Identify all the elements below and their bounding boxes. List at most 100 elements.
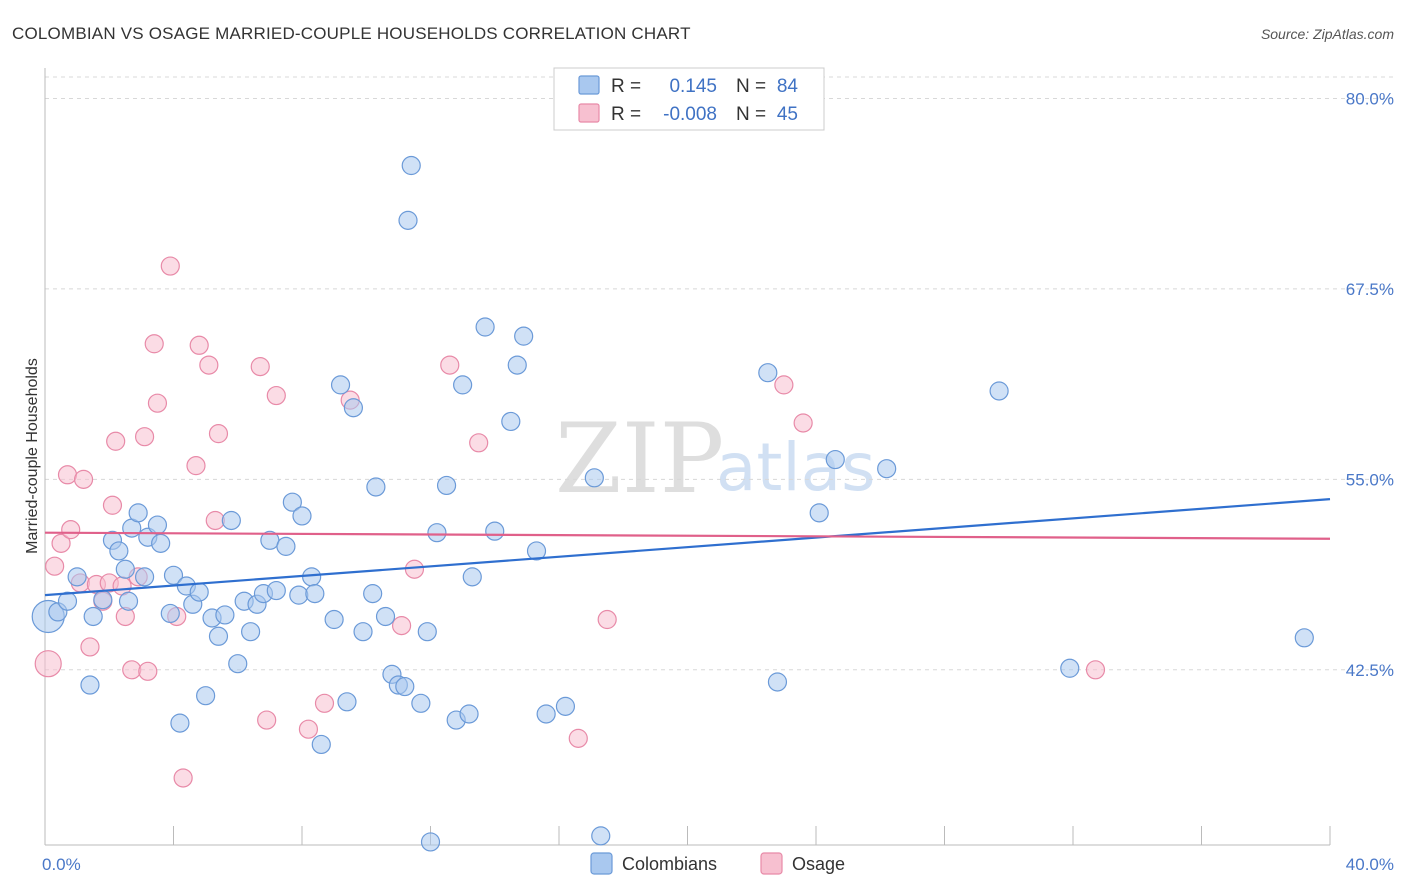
colombians-point xyxy=(1060,658,1080,678)
osage-point xyxy=(568,728,588,748)
watermark-zip: ZIP xyxy=(555,403,724,515)
colombians-point xyxy=(758,363,778,383)
y-tick-label: 55.0% xyxy=(1346,470,1394,489)
osage-point xyxy=(134,427,155,447)
colombians-point xyxy=(398,210,418,230)
osage-point xyxy=(250,357,270,377)
series-legend-swatch-osage xyxy=(760,852,783,875)
osage-point xyxy=(189,335,209,355)
colombians-point xyxy=(366,477,386,497)
colombians-point xyxy=(767,672,788,692)
colombians-point xyxy=(196,686,216,706)
colombians-point xyxy=(324,609,344,630)
osage-points xyxy=(34,256,1106,788)
colombians-point xyxy=(221,510,241,531)
colombians-point xyxy=(147,515,168,535)
colombians-point xyxy=(115,559,135,579)
osage-point xyxy=(266,385,286,406)
colombians-point xyxy=(160,603,180,624)
colombians-point xyxy=(305,584,325,604)
stats-legend: R = 0.145 N = 84 R = -0.008 N = 45 xyxy=(553,67,825,131)
colombians-point xyxy=(208,626,229,646)
colombians-point xyxy=(292,506,312,526)
colombians-point xyxy=(877,459,897,479)
colombians-point xyxy=(401,155,421,176)
trend-lines xyxy=(44,498,1331,597)
colombians-point xyxy=(989,381,1009,401)
colombians-point xyxy=(501,411,521,432)
colombians-point xyxy=(189,582,209,602)
series-legend-swatch-colombians xyxy=(590,852,613,875)
watermark: ZIP atlas xyxy=(555,403,876,515)
colombians-point xyxy=(266,580,286,601)
osage-point xyxy=(138,661,158,681)
colombians-point xyxy=(353,622,373,642)
colombians-point xyxy=(215,605,235,625)
osage-point xyxy=(208,424,229,444)
colombians-point xyxy=(526,541,547,561)
colombians-points xyxy=(31,155,1314,852)
series-legend: Colombians Osage xyxy=(590,852,845,875)
colombians-point xyxy=(485,521,505,541)
osage-point xyxy=(57,465,78,485)
osage-point xyxy=(106,431,126,451)
osage-point xyxy=(391,616,412,636)
colombians-point xyxy=(57,591,78,611)
colombians-point xyxy=(395,676,415,697)
legend-swatch-pink xyxy=(578,103,600,123)
colombians-point xyxy=(134,567,155,587)
colombians-point xyxy=(93,590,113,610)
colombians-point xyxy=(475,317,495,337)
osage-point xyxy=(314,693,335,713)
colombians-point xyxy=(241,622,261,642)
colombians-trend-line xyxy=(44,498,1331,597)
colombians-point xyxy=(825,449,845,470)
colombians-point xyxy=(311,734,331,755)
osage-point xyxy=(144,334,164,354)
colombians-point xyxy=(417,622,437,642)
osage-point xyxy=(199,355,219,375)
colombians-point xyxy=(459,704,479,724)
y-tick-labels: 80.0% 67.5% 55.0% 42.5% xyxy=(1346,89,1394,679)
series-legend-label-colombians: Colombians xyxy=(622,854,717,874)
x-tick-label: 40.0% xyxy=(1346,855,1394,874)
y-axis-label: Married-couple Households xyxy=(24,358,41,554)
osage-point xyxy=(404,559,425,579)
osage-point xyxy=(469,433,489,453)
colombians-point xyxy=(420,832,441,852)
colombians-point xyxy=(411,693,431,713)
watermark-atlas: atlas xyxy=(716,429,876,506)
legend-n-value-blue: 84 xyxy=(777,76,799,97)
colombians-point xyxy=(809,503,829,523)
colombians-point xyxy=(427,523,447,543)
colombians-point xyxy=(163,565,184,585)
colombians-point xyxy=(170,713,190,733)
colombians-point xyxy=(151,533,171,553)
colombians-point xyxy=(118,591,139,611)
y-tick-label: 67.5% xyxy=(1346,280,1394,299)
colombians-point xyxy=(83,606,103,627)
colombians-point xyxy=(363,584,383,604)
osage-point xyxy=(51,533,71,553)
legend-n-label-pink: N = xyxy=(736,104,766,125)
osage-point xyxy=(793,413,813,433)
colombians-point xyxy=(375,606,396,627)
series-legend-label-osage: Osage xyxy=(792,854,845,874)
colombians-point xyxy=(453,375,473,395)
colombians-point xyxy=(330,375,351,395)
legend-r-value-blue: 0.145 xyxy=(669,76,717,97)
osage-point xyxy=(205,510,225,531)
colombians-point xyxy=(337,692,357,712)
osage-point xyxy=(80,637,100,657)
osage-point xyxy=(73,469,94,489)
osage-point xyxy=(61,520,81,540)
osage-point xyxy=(160,256,180,276)
colombians-point xyxy=(80,675,100,695)
colombians-point xyxy=(67,567,87,587)
osage-point xyxy=(257,710,277,730)
osage-point xyxy=(147,393,168,413)
osage-point xyxy=(45,556,65,576)
colombians-point xyxy=(302,567,322,587)
osage-point xyxy=(34,650,62,678)
